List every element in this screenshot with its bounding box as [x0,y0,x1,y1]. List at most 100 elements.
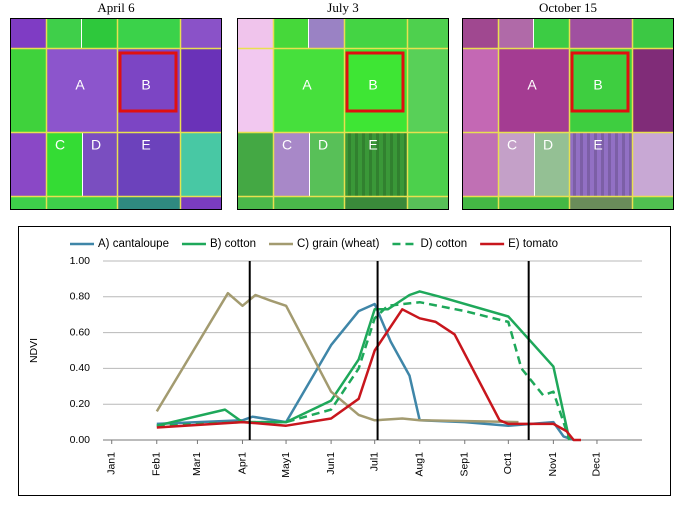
crop-stripe [629,133,632,196]
x-tick-label: Apr1 [236,452,248,474]
y-tick-label: 0.60 [70,326,91,338]
field-label: E [141,137,150,153]
field [47,18,81,48]
crop-stripe [404,133,407,196]
image-border [237,18,449,210]
field [47,49,117,132]
field [274,18,308,48]
field [408,133,449,196]
field [499,18,533,48]
field [309,18,344,48]
crop-stripe [608,133,611,196]
x-tick-label: Feb1 [151,452,163,476]
x-tick-label: May1 [280,452,292,478]
x-tick-label: Jan1 [105,452,117,475]
field [118,133,180,196]
satellite-image: A B C D E [237,18,449,210]
y-tick-label: 0.80 [70,291,91,303]
highlight-box [570,51,630,113]
field [310,133,344,196]
satellite-image: A B C D E [462,18,674,210]
crop-stripe [355,133,358,196]
field [345,133,407,196]
field-label: C [507,137,517,153]
crop-stripe [622,133,625,196]
y-tick-label: 0.40 [70,362,91,374]
legend-label: D) cotton [420,238,467,250]
field [534,18,569,48]
field [118,18,180,48]
field [274,133,309,196]
legend-label: A) cantaloupe [98,238,169,250]
x-tick-label: Sep1 [459,452,471,477]
crop-stripe [573,133,576,196]
field-label: D [318,137,328,153]
field [633,18,674,48]
field [181,49,222,132]
image-title: October 15 [539,0,597,15]
field [462,133,498,196]
field [570,49,632,132]
legend-label: C) grain (wheat) [297,238,380,250]
legend-label: B) cotton [210,238,256,250]
field [10,18,46,48]
y-tick-label: 0.20 [70,398,91,410]
crop-stripe [594,133,597,196]
field [345,18,407,48]
image-border [462,18,674,210]
x-tick-label: Jul1 [368,452,380,471]
field [408,49,449,132]
field [499,133,534,196]
field [633,49,674,132]
crop-stripe [601,133,604,196]
field [535,133,569,196]
crop-stripe [397,133,400,196]
field-label: A [527,77,537,93]
crop-stripe [348,133,351,196]
series-line [156,302,575,442]
field [345,197,407,210]
field [118,197,180,210]
series-line [156,290,571,441]
satellite-image: A B C D E [10,18,222,210]
x-tick-label: Aug1 [413,452,425,477]
field [82,18,117,48]
field-label: E [368,137,377,153]
y-tick-label: 1.00 [70,255,91,267]
field-label: C [282,137,292,153]
crop-stripe [615,133,618,196]
field [237,133,273,196]
crop-stripe [376,133,379,196]
field [274,49,344,132]
field-label: B [141,77,150,93]
x-tick-label: Mar1 [191,452,203,476]
image-title: July 3 [327,0,358,15]
field [633,197,674,210]
field [462,18,498,48]
field-label: B [593,77,602,93]
field [181,133,222,196]
x-tick-label: Oct1 [502,452,514,474]
field-label: D [543,137,553,153]
field-label: C [55,137,65,153]
crop-stripe [383,133,386,196]
field-label: D [91,137,101,153]
field [633,133,674,196]
field [47,133,82,196]
image-border [10,18,222,210]
y-axis-label: NDVI [28,338,40,363]
chart-frame [18,226,671,496]
field [10,49,46,132]
field [10,133,46,196]
field-label: A [75,77,85,93]
x-tick-label: Jun1 [325,452,337,475]
x-tick-label: Dec1 [591,452,603,477]
field [570,197,632,210]
field [499,49,569,132]
field [570,133,632,196]
x-tick-label: Nov1 [547,452,559,477]
field [181,197,222,210]
highlight-box [345,51,405,113]
field [408,18,449,48]
